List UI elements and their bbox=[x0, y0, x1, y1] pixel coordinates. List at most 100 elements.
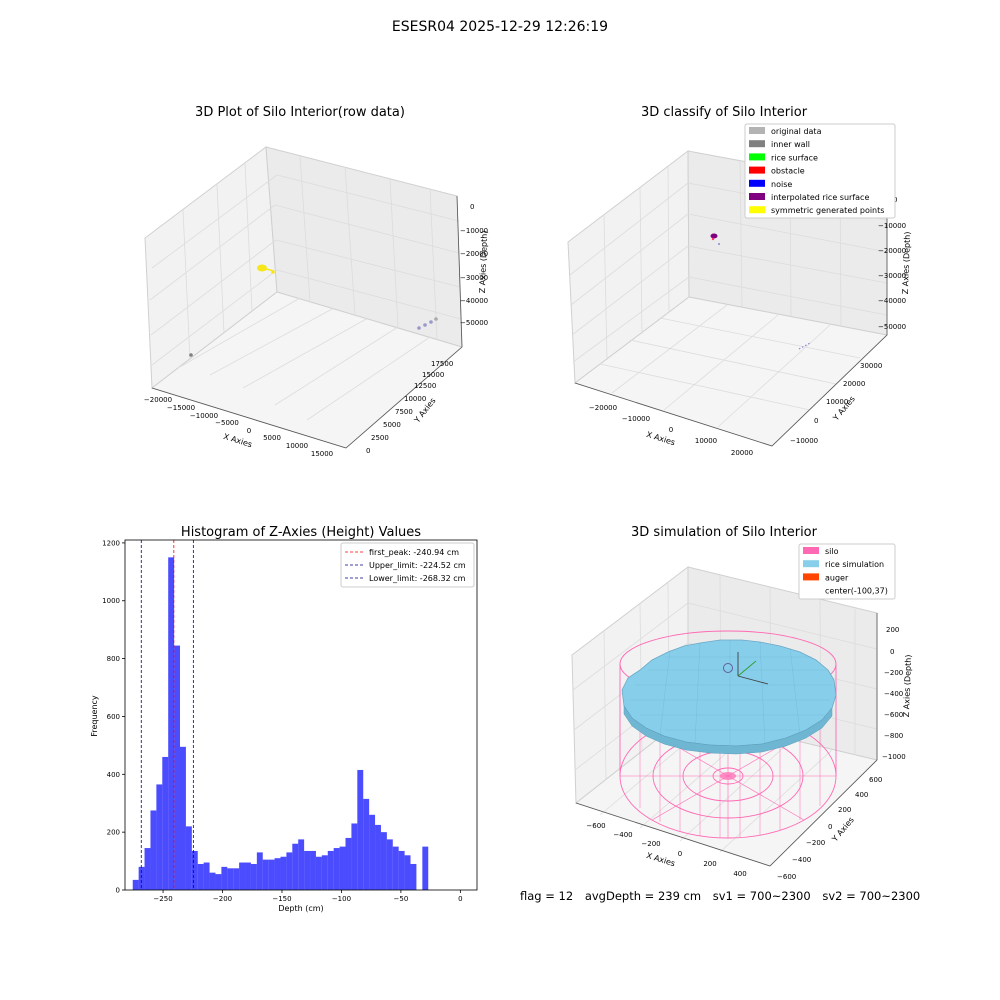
auger-axis-x bbox=[737, 675, 769, 685]
z-tick-label: −40000 bbox=[460, 297, 488, 305]
panel4-x-axis bbox=[575, 802, 771, 867]
y-tick-label: 2500 bbox=[371, 434, 389, 442]
histogram-bar bbox=[174, 645, 181, 890]
x-tick-label: 200 bbox=[703, 860, 716, 868]
sv2-value: sv2 = 700~2300 bbox=[822, 889, 921, 903]
x-tick-label: −20000 bbox=[589, 404, 617, 412]
histogram-bar bbox=[268, 859, 275, 890]
panel2-title: 3D classify of Silo Interior bbox=[641, 105, 808, 120]
histogram-bar bbox=[197, 863, 204, 890]
z-tick-label: −30000 bbox=[460, 274, 488, 282]
panel2-y-axis bbox=[771, 334, 888, 447]
legend-label: obstacle bbox=[771, 167, 805, 176]
legend-swatch bbox=[749, 140, 765, 148]
histogram-bar bbox=[304, 850, 311, 890]
sv1-value: sv1 = 700~2300 bbox=[712, 889, 811, 903]
histogram-bars bbox=[132, 557, 429, 890]
histogram-bar bbox=[262, 859, 269, 890]
y-tick-label: 0 bbox=[814, 417, 818, 425]
y-tick-label: 12500 bbox=[414, 382, 436, 390]
x-tick-label: −400 bbox=[613, 831, 632, 839]
histogram-bar bbox=[327, 850, 334, 890]
legend-frame bbox=[798, 543, 896, 600]
y-tick-label: 400 bbox=[855, 791, 868, 799]
histogram-bar bbox=[256, 852, 263, 890]
y-tick-label: 5000 bbox=[383, 421, 401, 429]
histogram-bar bbox=[156, 784, 163, 890]
x-tick-label: 0 bbox=[458, 895, 462, 903]
histogram-bar bbox=[422, 846, 429, 890]
z-tick-label: 200 bbox=[886, 626, 899, 634]
y-tick-label: 30000 bbox=[860, 362, 882, 370]
histogram-bar bbox=[345, 837, 352, 890]
histogram-bar bbox=[410, 863, 417, 890]
x-tick-label: −15000 bbox=[167, 404, 195, 412]
y-tick-label: −10000 bbox=[790, 437, 818, 445]
legend-label: silo bbox=[825, 547, 839, 556]
y-tick-label: 1200 bbox=[102, 539, 120, 547]
histogram-bar bbox=[357, 769, 364, 890]
panel2-points bbox=[710, 233, 811, 350]
x-tick-label: −5000 bbox=[215, 419, 239, 427]
z-tick-label: −400 bbox=[884, 690, 903, 698]
x-tick-label: 0 bbox=[669, 426, 673, 434]
symmetric-point-trail bbox=[261, 267, 275, 272]
y-tick-label: 15000 bbox=[422, 371, 444, 379]
x-tick-label: 10000 bbox=[286, 442, 308, 450]
histogram-bar bbox=[180, 746, 186, 890]
legend-frame bbox=[744, 123, 896, 219]
legend-label: original data bbox=[771, 127, 822, 136]
histogram-bar bbox=[315, 856, 322, 890]
z-tick-label: −40000 bbox=[878, 297, 906, 305]
x-tick-label: 0 bbox=[247, 427, 251, 435]
legend-label: Lower_limit: -268.32 cm bbox=[369, 574, 466, 583]
histogram-bar bbox=[203, 862, 210, 890]
y-tick-label: 600 bbox=[869, 776, 882, 784]
noise-point bbox=[434, 317, 438, 321]
wall-point bbox=[189, 353, 193, 357]
histogram-bar bbox=[363, 798, 370, 890]
panel-raw-data: 3D Plot of Silo Interior(row data) −2000… bbox=[144, 105, 489, 458]
histogram-x-ticks: −250 −200 −150 −100 −50 0 bbox=[153, 890, 463, 903]
x-tick-label: −600 bbox=[586, 822, 605, 830]
panel4-ytick-labels: −600 −400 −200 0 200 400 600 bbox=[777, 776, 882, 881]
noise-point bbox=[423, 323, 427, 327]
histogram-bar bbox=[369, 814, 376, 890]
panel4-title: 3D simulation of Silo Interior bbox=[631, 525, 818, 540]
y-tick-label: −600 bbox=[777, 873, 796, 881]
noise-point bbox=[429, 320, 433, 324]
histogram-bar bbox=[398, 850, 405, 890]
z-tick-label: 0 bbox=[890, 648, 894, 656]
z-tick-label: −1000 bbox=[882, 753, 906, 761]
legend-label: center(-100,37) bbox=[825, 587, 888, 596]
z-tick-label: −50000 bbox=[460, 319, 488, 327]
y-tick-label: 10000 bbox=[404, 395, 426, 403]
panel2-zlabel: Z Axies (Depth) bbox=[901, 231, 912, 294]
histogram-bar bbox=[380, 832, 387, 890]
silo-wireframe bbox=[619, 630, 837, 839]
legend-swatch bbox=[749, 179, 765, 187]
original-point bbox=[718, 243, 720, 245]
panel4-ztick-labels: 200 0 −200 −400 −600 −800 −1000 bbox=[882, 626, 906, 761]
y-tick-label: 200 bbox=[107, 829, 120, 837]
histogram-bar bbox=[310, 850, 316, 890]
panel4-zlabel: Z Axies (Depth) bbox=[902, 654, 913, 717]
z-tick-label: −10000 bbox=[878, 222, 906, 230]
histogram-bar bbox=[286, 852, 293, 890]
panel1-y-axis bbox=[345, 346, 463, 449]
histogram-bar bbox=[185, 826, 192, 890]
legend-swatch bbox=[803, 573, 819, 581]
y-tick-label: 0 bbox=[828, 823, 832, 831]
y-tick-label: 10000 bbox=[826, 398, 848, 406]
panel1-points bbox=[189, 264, 438, 357]
panel3-title: Histogram of Z-Axies (Height) Values bbox=[181, 525, 421, 540]
histogram-bar bbox=[215, 874, 222, 890]
rice-surface-front-edge bbox=[623, 705, 833, 755]
histogram-bar bbox=[292, 843, 299, 890]
panel-classify: 3D classify of Silo Interior −20000 −100… bbox=[567, 105, 912, 457]
histogram-bar bbox=[245, 862, 251, 890]
x-tick-label: −200 bbox=[213, 895, 232, 903]
legend-swatch bbox=[749, 193, 765, 200]
x-tick-label: −10000 bbox=[190, 412, 218, 420]
